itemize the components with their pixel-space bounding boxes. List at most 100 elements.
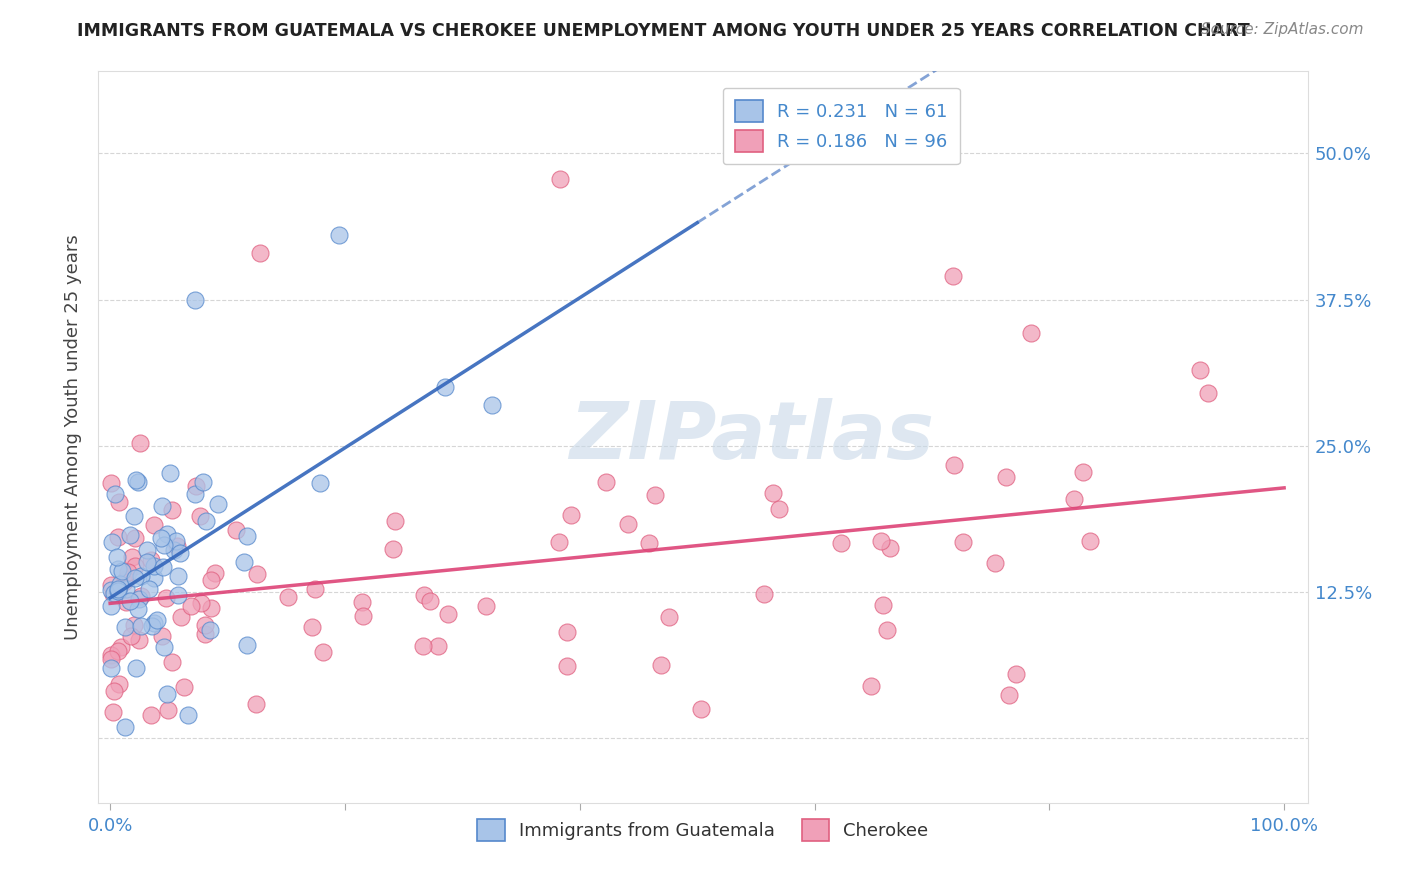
Point	[350, 595, 373, 609]
Point	[194, 617, 217, 632]
Point	[433, 380, 456, 394]
Point	[183, 293, 205, 307]
Text: Source: ZipAtlas.com: Source: ZipAtlas.com	[1201, 22, 1364, 37]
Point	[328, 228, 350, 243]
Point	[105, 549, 128, 564]
Point	[141, 553, 163, 567]
Point	[413, 588, 436, 602]
Point	[830, 536, 852, 550]
Point	[984, 556, 1007, 570]
Point	[183, 487, 205, 501]
Point	[943, 458, 966, 472]
Point	[200, 573, 222, 587]
Point	[236, 529, 259, 543]
Point	[118, 594, 141, 608]
Point	[139, 708, 162, 723]
Point	[1019, 326, 1042, 340]
Point	[142, 571, 165, 585]
Point	[184, 479, 207, 493]
Point	[180, 599, 202, 613]
Point	[170, 610, 193, 624]
Point	[100, 583, 122, 598]
Point	[644, 488, 666, 502]
Point	[998, 688, 1021, 702]
Point	[994, 470, 1017, 484]
Point	[169, 546, 191, 560]
Point	[127, 475, 149, 489]
Point	[107, 530, 129, 544]
Text: ZIPatlas: ZIPatlas	[569, 398, 934, 476]
Point	[150, 499, 173, 513]
Point	[153, 640, 176, 654]
Point	[124, 558, 146, 573]
Point	[143, 615, 166, 630]
Point	[156, 703, 179, 717]
Point	[689, 702, 711, 716]
Point	[1188, 363, 1211, 377]
Point	[560, 508, 582, 523]
Point	[152, 538, 174, 552]
Point	[100, 475, 122, 490]
Point	[859, 679, 882, 693]
Point	[225, 523, 247, 537]
Point	[131, 619, 153, 633]
Point	[309, 476, 332, 491]
Point	[301, 620, 323, 634]
Point	[125, 473, 148, 487]
Point	[149, 531, 172, 545]
Point	[752, 587, 775, 601]
Point	[381, 541, 404, 556]
Point	[114, 572, 136, 586]
Point	[426, 640, 449, 654]
Point	[1078, 533, 1101, 548]
Point	[548, 172, 571, 186]
Point	[352, 609, 374, 624]
Point	[1071, 465, 1094, 479]
Point	[475, 599, 498, 613]
Point	[204, 566, 226, 580]
Point	[117, 565, 139, 579]
Point	[136, 543, 159, 558]
Point	[145, 613, 167, 627]
Point	[100, 661, 122, 675]
Point	[124, 571, 146, 585]
Point	[768, 502, 790, 516]
Point	[163, 542, 186, 557]
Point	[879, 541, 901, 556]
Point	[548, 534, 571, 549]
Point	[177, 708, 200, 723]
Point	[236, 638, 259, 652]
Point	[122, 508, 145, 523]
Point	[121, 550, 143, 565]
Legend: Immigrants from Guatemala, Cherokee: Immigrants from Guatemala, Cherokee	[470, 812, 936, 848]
Point	[103, 684, 125, 698]
Point	[194, 627, 217, 641]
Point	[277, 590, 299, 604]
Point	[120, 528, 142, 542]
Point	[245, 697, 267, 711]
Point	[232, 556, 254, 570]
Point	[872, 598, 894, 612]
Point	[122, 618, 145, 632]
Point	[595, 475, 617, 490]
Point	[125, 660, 148, 674]
Point	[160, 655, 183, 669]
Point	[658, 610, 681, 624]
Point	[198, 624, 221, 638]
Point	[141, 619, 163, 633]
Point	[152, 629, 174, 643]
Point	[188, 509, 211, 524]
Point	[155, 591, 177, 605]
Point	[111, 564, 134, 578]
Point	[138, 582, 160, 596]
Point	[412, 639, 434, 653]
Point	[249, 245, 271, 260]
Point	[107, 495, 129, 509]
Point	[114, 720, 136, 734]
Point	[156, 687, 179, 701]
Point	[115, 582, 138, 596]
Point	[129, 589, 152, 603]
Point	[142, 559, 165, 574]
Point	[304, 582, 326, 596]
Point	[156, 527, 179, 541]
